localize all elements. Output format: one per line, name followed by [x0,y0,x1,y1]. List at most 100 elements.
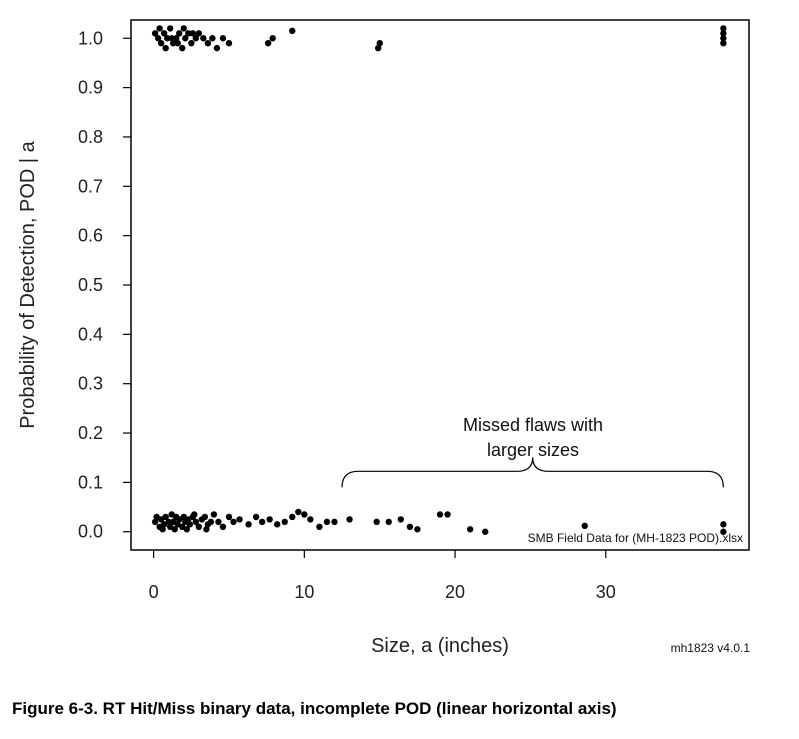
miss-point [720,528,727,535]
x-axis-title: Size, a (inches) [371,635,509,657]
miss-point [165,518,172,526]
miss-point [581,522,588,530]
hit-point [174,39,181,47]
source-note: SMB Field Data for (MH-1823 POD).xlsx [528,531,743,545]
annotation-brace [341,457,724,488]
y-tick-label: 0.5 [78,275,103,295]
hit-point [213,44,221,52]
hit-point [179,44,186,52]
y-tick-label: 0.7 [78,176,103,196]
miss-point [195,523,203,531]
miss-point [191,511,198,518]
miss-point [444,511,451,518]
x-tick-label: 30 [596,582,616,602]
hit-point [376,39,383,47]
hit-point [168,35,175,42]
miss-point [151,518,159,526]
hit-point [166,25,174,32]
y-axis: 0.0 0.1 0.2 0.3 0.4 0.5 0.6 0.7 0.8 0.9 1.0 [78,28,131,542]
miss-point [373,518,380,526]
miss-point [466,526,474,533]
y-axis-title: Probability of Detection, POD | a [17,140,39,428]
miss-point [230,518,237,526]
y-tick-label: 0.9 [78,78,103,98]
miss-point [307,516,314,523]
hit-point [189,30,196,37]
miss-point [215,518,222,526]
miss-point [274,521,281,528]
hit-point [720,35,727,42]
x-tick-label: 20 [445,582,465,602]
hit-point [173,35,180,42]
hit-point [720,25,727,32]
miss-point [720,521,727,528]
miss-points [151,508,727,535]
miss-point [406,523,414,531]
miss-point [331,518,338,526]
hit-point [182,35,189,42]
hit-point [225,39,233,47]
miss-point [281,518,288,526]
hit-point [170,39,177,47]
y-tick-label: 0.3 [78,374,103,394]
figure-caption: Figure 6-3. RT Hit/Miss binary data, inc… [12,699,617,718]
hit-point [176,30,183,37]
miss-point [225,513,233,521]
y-tick-label: 0.4 [78,324,103,344]
pod-scatter-plot: 0.0 0.1 0.2 0.3 0.4 0.5 0.6 0.7 0.8 0.9 1.0 0 10 20 3… [17,19,751,657]
miss-point [323,518,331,526]
miss-point [266,516,273,523]
miss-point [236,516,243,523]
hit-points [151,25,727,52]
miss-point [207,518,215,526]
miss-point [219,523,227,531]
hit-point [209,35,216,42]
hit-point [185,30,192,37]
hit-point [180,25,187,32]
hit-point [156,25,163,32]
hit-point [204,39,212,47]
miss-point [436,511,444,518]
hit-point [264,39,272,47]
hit-point [162,44,169,52]
miss-point [186,521,193,528]
hit-point [163,35,171,42]
hit-point [720,30,727,37]
miss-point [289,513,296,521]
hit-point [219,35,227,42]
y-tick-label: 0.8 [78,127,103,147]
miss-point [203,526,210,533]
miss-point [210,511,218,518]
y-tick-label: 0.0 [78,522,103,542]
hit-point [160,30,168,37]
hit-point [151,30,159,37]
plot-frame [130,19,750,551]
miss-point [397,516,405,523]
y-tick-label: 1.0 [78,28,103,48]
hit-point [720,39,727,47]
miss-point [245,521,252,528]
miss-point [258,518,266,526]
miss-point [414,526,421,533]
y-tick-label: 0.6 [78,226,103,246]
miss-point [171,526,178,533]
y-tick-label: 0.2 [78,423,103,443]
version-note: mh1823 v4.0.1 [671,641,751,655]
miss-point [192,518,200,526]
miss-point [252,513,260,521]
annotation-line-1: Missed flaws with [463,415,603,435]
hit-point [200,35,207,42]
miss-point [183,526,190,533]
y-tick-label: 0.1 [78,472,103,492]
miss-point [482,528,489,535]
miss-point [201,513,209,521]
miss-point [159,526,166,533]
hit-point [192,35,200,42]
annotation-line-2: larger sizes [487,440,579,460]
hit-point [269,35,276,42]
miss-point [346,516,353,523]
hit-point [154,35,162,42]
miss-point [385,518,392,526]
hit-point [157,39,165,47]
hit-point [289,27,296,35]
